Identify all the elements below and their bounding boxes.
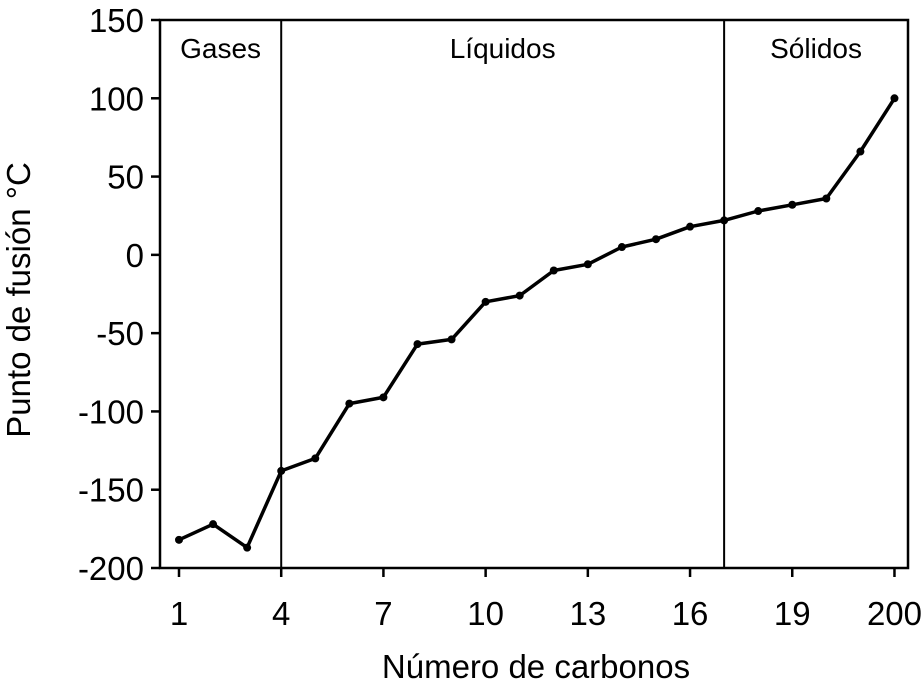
- y-tick-label: -50: [96, 315, 144, 352]
- region-label: Líquidos: [450, 33, 556, 64]
- data-point: [686, 222, 695, 231]
- y-tick-label: -200: [78, 550, 144, 587]
- region-dividers: [280, 20, 726, 568]
- region-labels: Gases Líquidos Sólidos: [180, 33, 862, 64]
- data-point: [413, 340, 422, 349]
- data-point: [856, 147, 865, 156]
- data-point: [822, 194, 831, 203]
- data-point: [209, 520, 218, 529]
- tick-labels: 150 100 50 0 -50 -100 -150 -200 1 4 7 10 13 16 19 200: [78, 2, 922, 632]
- y-tick-label: 0: [126, 237, 144, 274]
- y-tick-label: 50: [107, 159, 144, 196]
- plot-frame: [158, 18, 910, 570]
- x-tick-label: 1: [170, 595, 188, 632]
- x-axis-title: Número de carbonos: [382, 648, 690, 685]
- data-point: [311, 454, 320, 463]
- y-axis-title: Punto de fusión °C: [0, 162, 37, 438]
- data-point: [754, 207, 763, 216]
- data-point: [345, 399, 354, 408]
- x-tick-label: 7: [374, 595, 392, 632]
- data-point: [481, 297, 490, 306]
- data-point: [890, 94, 899, 103]
- data-point: [788, 200, 797, 209]
- data-point: [549, 266, 558, 275]
- x-tick-label: 10: [467, 595, 504, 632]
- y-tick-label: 100: [89, 80, 144, 117]
- y-tick-label: -100: [78, 393, 144, 430]
- data-point: [379, 393, 388, 402]
- series-line: [178, 97, 896, 550]
- y-tick-label: -150: [78, 472, 144, 509]
- x-tick-label: 4: [272, 595, 290, 632]
- data-point: [583, 260, 592, 269]
- y-tick-label: 150: [89, 2, 144, 39]
- data-point: [447, 335, 456, 344]
- x-tick-label: 19: [774, 595, 811, 632]
- region-label: Gases: [180, 33, 261, 64]
- region-label: Sólidos: [770, 33, 862, 64]
- data-point: [720, 216, 729, 225]
- data-point: [651, 235, 660, 244]
- x-tick-label: 13: [569, 595, 606, 632]
- data-point: [277, 466, 286, 475]
- data-point: [515, 291, 524, 300]
- x-tick-label: 200: [867, 595, 922, 632]
- x-tick-label: 16: [672, 595, 709, 632]
- data-point: [617, 243, 626, 252]
- axes: [151, 18, 910, 577]
- data-series: [175, 94, 899, 552]
- data-point: [175, 535, 183, 544]
- data-point: [243, 543, 252, 552]
